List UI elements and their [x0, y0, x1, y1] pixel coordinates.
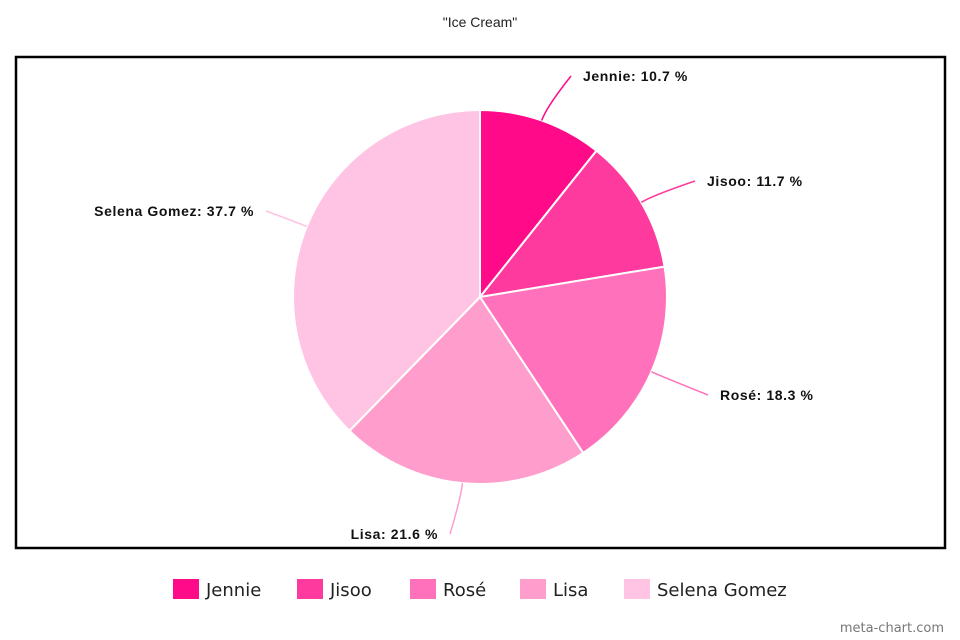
legend-item-jennie[interactable]: Jennie: [173, 579, 261, 601]
legend-item-lisa[interactable]: Lisa: [520, 579, 588, 601]
legend-item-selena-gomez[interactable]: Selena Gomez: [624, 579, 787, 601]
watermark: meta-chart.com: [840, 621, 944, 636]
legend-label-jennie: Jennie: [205, 580, 261, 601]
legend-item-rose[interactable]: Rosé: [410, 579, 486, 601]
leader-line-jennie: [540, 75, 572, 121]
legend-swatch-jisoo: [297, 579, 323, 599]
leader-line-jisoo: [640, 180, 696, 203]
legend-swatch-selena-gomez: [624, 579, 650, 599]
legend-label-lisa: Lisa: [553, 580, 588, 601]
pie-slices: [292, 108, 668, 485]
leader-line-rose: [651, 371, 709, 396]
leader-line-selena-gomez: [265, 210, 308, 228]
leader-lines: [265, 75, 709, 535]
legend-item-jisoo[interactable]: Jisoo: [297, 579, 372, 601]
leader-line-lisa: [449, 483, 464, 535]
plot-frame: [14, 55, 947, 550]
slice-label-selena-gomez: Selena Gomez: 37.7 %: [94, 203, 254, 219]
legend-label-selena-gomez: Selena Gomez: [657, 580, 787, 601]
slice-label-rose: Rosé: 18.3 %: [720, 387, 814, 403]
legend: Jennie Jisoo Rosé Lisa Selena Gomez: [173, 579, 787, 601]
legend-swatch-jennie: [173, 579, 199, 599]
slice-jisoo[interactable]: [477, 149, 666, 299]
legend-label-rose: Rosé: [443, 580, 486, 601]
legend-label-jisoo: Jisoo: [329, 580, 372, 601]
slice-label-lisa: Lisa: 21.6 %: [351, 526, 438, 542]
slice-selena-gomez[interactable]: [292, 108, 481, 433]
legend-swatch-lisa: [520, 579, 546, 599]
slice-label-jennie: Jennie: 10.7 %: [583, 68, 688, 84]
slice-lisa[interactable]: [348, 295, 585, 485]
legend-swatch-rose: [410, 579, 436, 599]
chart-title: "Ice Cream": [443, 14, 518, 30]
slice-rose[interactable]: [478, 265, 668, 455]
slice-label-jisoo: Jisoo: 11.7 %: [707, 173, 803, 189]
slice-labels: Jennie: 10.7 % Jisoo: 11.7 % Rosé: 18.3 % L…: [94, 68, 813, 542]
